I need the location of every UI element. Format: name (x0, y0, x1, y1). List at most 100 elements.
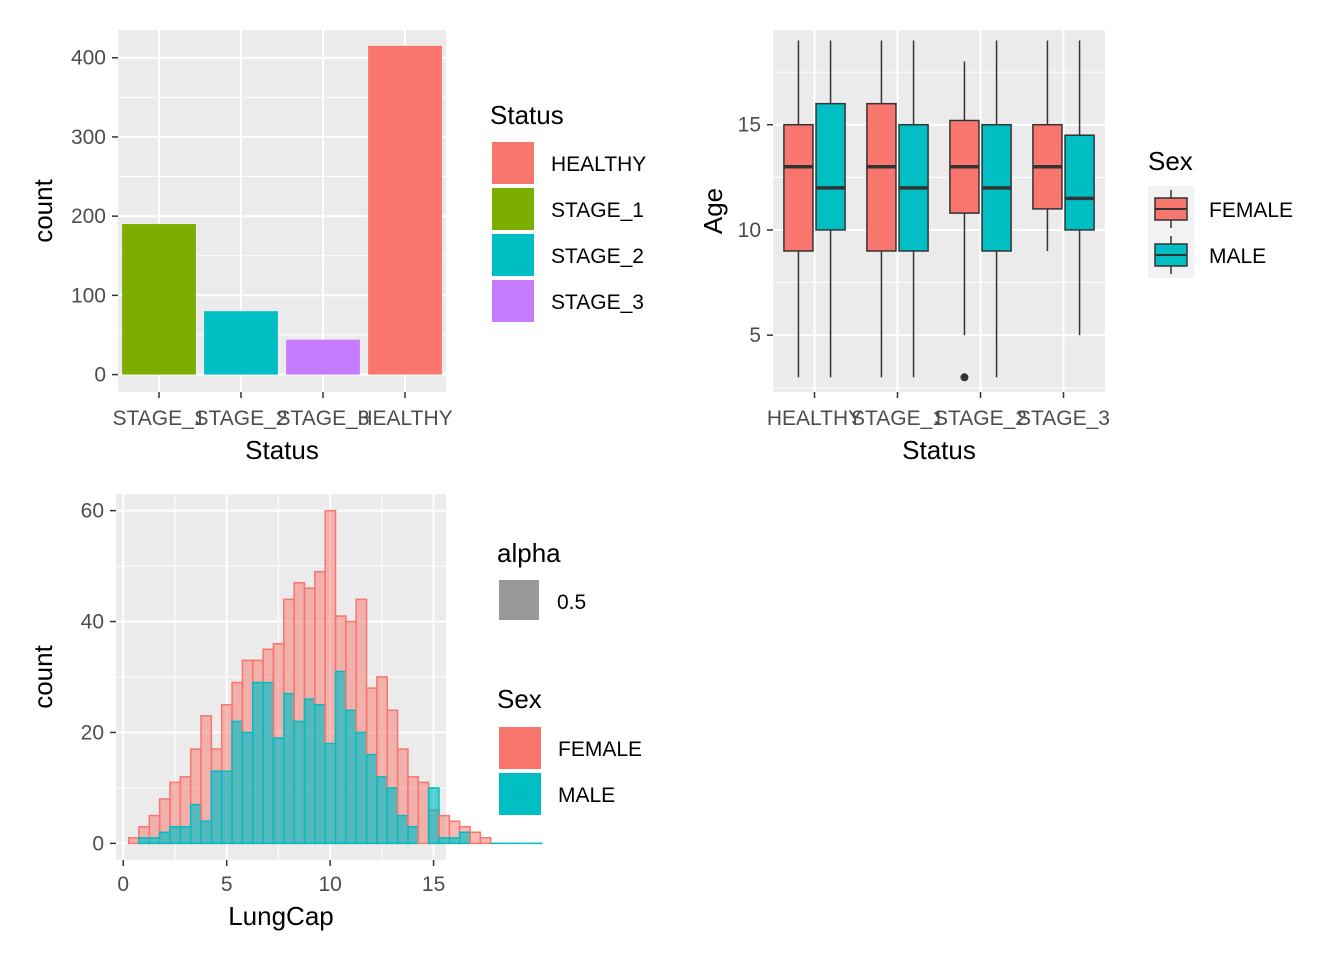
x-tick-label: 15 (422, 873, 445, 896)
x-tick-label: HEALTHY (357, 407, 452, 430)
status-legend-label: STAGE_2 (551, 245, 644, 268)
bar-chart-y-ticks: 0 100 200 300 400 (71, 47, 118, 387)
x-tick-label: 10 (318, 873, 341, 896)
sex-legend-boxplot-entries: FEMALE MALE (1148, 186, 1293, 278)
y-tick-label: 5 (749, 324, 761, 347)
box-female-healthy (783, 123, 814, 252)
histogram-bar-female (127, 837, 140, 845)
y-tick-label: 400 (71, 47, 106, 70)
histogram-bar-male (334, 670, 347, 845)
bar-stage-1 (122, 224, 196, 375)
status-legend-entries: HEALTHY STAGE_1 STAGE_2 STAGE_3 (490, 140, 646, 324)
histogram-bar-male (396, 814, 409, 845)
bar-chart-bars (122, 45, 442, 375)
histogram-bar-male (303, 698, 316, 845)
status-legend-title: Status (490, 100, 564, 130)
histogram-bar-female (479, 837, 492, 845)
histogram-y-axis-title: count (28, 644, 58, 708)
histogram-bar-male (169, 825, 182, 845)
histogram-bar-male (458, 831, 471, 845)
x-tick-label: STAGE_1 (113, 407, 206, 430)
histogram-bar-male (231, 720, 244, 845)
histogram-bar-male (448, 837, 461, 845)
histogram-bar-male (158, 831, 171, 845)
sex-legend-histogram-swatch-male (499, 773, 541, 815)
histogram-bar-male (220, 770, 233, 845)
y-tick-label: 20 (81, 721, 104, 744)
histogram-bar-male (355, 731, 368, 845)
box-male-stage-3 (1064, 134, 1095, 231)
histogram-bar-female (469, 831, 482, 845)
status-legend-label: HEALTHY (551, 153, 646, 176)
histogram-bar-male (179, 825, 192, 845)
alpha-legend: alpha 0.5 (497, 538, 586, 622)
histogram-bar-male (148, 837, 161, 845)
status-legend-swatch-stage-3 (492, 280, 534, 322)
histogram-bar-male (365, 753, 378, 845)
x-tick-label: STAGE_1 (851, 407, 944, 430)
sex-legend-histogram-title: Sex (497, 684, 542, 714)
x-tick-label: 5 (221, 873, 233, 896)
histogram-bar-male (407, 825, 420, 845)
bar-healthy (368, 45, 442, 375)
bar-chart-y-axis-title: count (28, 178, 58, 242)
y-tick-label: 40 (81, 611, 104, 634)
status-legend: Status HEALTHY STAGE_1 STAGE_2 STAGE_3 (490, 100, 646, 324)
status-legend-label: STAGE_3 (551, 291, 644, 314)
bar-stage-2 (204, 311, 278, 375)
sex-legend-histogram-label: FEMALE (558, 738, 642, 761)
histogram-y-ticks: 0 20 40 60 (81, 500, 116, 855)
histogram-bar-male (241, 731, 254, 845)
histogram-bar-male (252, 681, 264, 845)
histogram-bar-male (283, 692, 295, 845)
histogram-bar-male (200, 820, 213, 845)
histogram-bar-male (427, 787, 440, 845)
y-tick-label: 10 (738, 219, 761, 242)
histogram-bar-male (293, 720, 306, 845)
status-legend-swatch-healthy (492, 142, 534, 184)
histogram-bar-female (417, 781, 430, 845)
histogram-x-ticks: 0 5 10 15 (117, 860, 445, 896)
boxplot-boxes (783, 40, 1095, 382)
y-tick-label: 0 (92, 832, 104, 855)
histogram-bar-male (272, 737, 285, 845)
histogram-bar-male (210, 770, 223, 845)
y-tick-label: 300 (71, 126, 106, 149)
alpha-legend-swatch (499, 580, 539, 620)
bar-stage-3 (286, 339, 360, 375)
histogram-bar-male (324, 742, 337, 845)
y-tick-label: 0 (94, 364, 106, 387)
alpha-legend-label: 0.5 (557, 591, 586, 614)
y-tick-label: 15 (738, 114, 761, 137)
histogram-panel: 0 20 40 60 0 5 10 15 LungCap count alpha 0.5 S… (28, 494, 642, 931)
sex-legend-histogram-entries: FEMALE MALE (497, 725, 642, 817)
histogram-bar-male (376, 776, 388, 845)
histogram-bar-male (189, 803, 202, 845)
y-tick-label: 100 (71, 284, 106, 307)
histogram-x-axis-title: LungCap (228, 901, 334, 931)
histogram-bar-male (345, 709, 357, 845)
histogram-bar-male (262, 681, 275, 845)
histogram-bar-male (386, 787, 399, 845)
status-legend-label: STAGE_1 (551, 199, 644, 222)
x-tick-label: STAGE_2 (195, 407, 288, 430)
sex-legend-boxplot: Sex FEMALE MALE (1148, 146, 1293, 278)
box-male-healthy (815, 102, 846, 231)
alpha-legend-title: alpha (497, 538, 561, 568)
status-legend-swatch-stage-1 (492, 188, 534, 230)
sex-legend-label: MALE (1209, 245, 1266, 268)
sex-legend-histogram-label: MALE (558, 784, 615, 807)
histogram-bar-male (138, 837, 151, 845)
sex-legend-label: FEMALE (1209, 199, 1293, 222)
y-tick-label: 60 (81, 500, 104, 523)
sex-legend-boxplot-title: Sex (1148, 146, 1193, 176)
bar-chart-x-axis-title: Status (245, 435, 319, 465)
x-tick-label: STAGE_3 (277, 407, 370, 430)
histogram-bar-male (438, 837, 451, 845)
x-tick-label: STAGE_3 (1017, 407, 1110, 430)
